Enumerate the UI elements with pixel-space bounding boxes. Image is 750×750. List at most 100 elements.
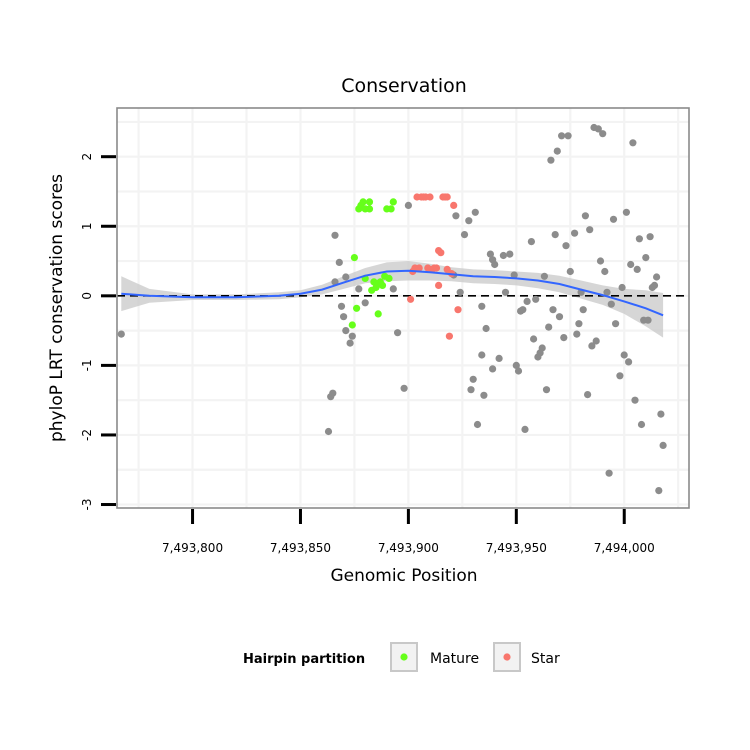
legend-key-mature <box>390 642 418 672</box>
y-tick-label: -3 <box>80 499 94 511</box>
data-point-other <box>329 389 337 397</box>
data-point-other <box>527 238 536 246</box>
series-other <box>117 123 667 495</box>
data-point-other <box>506 250 514 258</box>
data-point-other <box>607 300 615 308</box>
data-point-other <box>655 487 663 495</box>
y-tick-label: -2 <box>80 429 94 441</box>
data-point-other <box>627 260 635 269</box>
data-point-other <box>629 139 637 147</box>
data-point-other <box>469 375 477 383</box>
data-point-other <box>495 354 503 362</box>
y-axis-label: phyloP LRT conservation scores <box>47 174 67 442</box>
data-point-other <box>389 285 397 293</box>
data-point-other <box>331 278 339 286</box>
y-tick-label: 2 <box>80 153 94 161</box>
x-tick-label: 7,493,800 <box>162 541 223 555</box>
x-tick-label: 7,494,000 <box>594 541 655 555</box>
data-point-other <box>523 297 531 305</box>
chart-title: Conservation <box>341 75 467 97</box>
y-tick-label: -1 <box>80 359 94 371</box>
data-point-other <box>512 361 520 369</box>
y-tick-label: 0 <box>80 292 94 300</box>
data-point-mature <box>387 205 395 213</box>
data-point-other <box>542 386 551 394</box>
data-point-star <box>407 295 415 303</box>
data-point-other <box>404 201 412 209</box>
data-point-other <box>601 267 609 276</box>
data-point-other <box>588 342 596 350</box>
data-point-other <box>575 320 583 328</box>
data-point-other <box>471 208 479 216</box>
data-point-other <box>337 302 346 310</box>
data-point-other <box>335 258 343 266</box>
plot-panel <box>116 107 690 509</box>
data-point-other <box>499 251 507 260</box>
data-point-mature <box>350 254 358 262</box>
data-point-other <box>538 344 546 352</box>
data-point-other <box>605 469 613 477</box>
data-point-other <box>594 125 602 133</box>
data-point-other <box>394 329 402 337</box>
data-point-other <box>646 233 654 241</box>
data-point-other <box>620 351 628 359</box>
data-point-other <box>456 288 464 296</box>
data-point-other <box>637 420 646 429</box>
data-point-other <box>609 215 618 223</box>
data-point-star <box>435 281 443 289</box>
data-point-other <box>625 358 633 366</box>
data-point-other <box>486 250 494 258</box>
y-tick-label: 1 <box>80 222 94 230</box>
plot-panel-border <box>116 107 690 509</box>
data-point-other <box>635 235 644 243</box>
x-axis-label: Genomic Position <box>330 566 477 586</box>
data-point-other <box>560 334 568 342</box>
data-point-other <box>355 285 363 293</box>
data-point-mature <box>365 205 374 213</box>
data-point-star <box>415 264 423 272</box>
plot-panel-background <box>117 108 689 508</box>
data-point-other <box>491 260 499 269</box>
data-point-other <box>653 273 661 281</box>
legend: Hairpin partition Mature Star <box>243 642 560 672</box>
data-point-star <box>443 193 451 201</box>
data-point-other <box>603 288 611 296</box>
data-point-other <box>117 330 125 338</box>
y-axis: -3 -2 -1 0 1 2 <box>80 153 116 511</box>
x-axis: 7,493,800 7,493,850 7,493,900 7,493,950 7,49… <box>162 509 655 555</box>
data-point-mature <box>359 198 367 206</box>
data-points-layer <box>117 123 667 495</box>
data-point-other <box>612 320 620 328</box>
data-point-other <box>599 130 607 138</box>
data-point-other <box>361 299 369 307</box>
data-point-other <box>532 295 540 303</box>
data-point-other <box>478 302 486 310</box>
data-point-other <box>340 313 348 321</box>
data-point-other <box>342 273 350 281</box>
data-point-other <box>644 316 652 324</box>
legend-dot-star <box>503 653 511 661</box>
data-point-mature <box>378 281 387 289</box>
x-tick-label: 7,493,950 <box>486 541 547 555</box>
data-point-other <box>622 208 631 216</box>
data-point-star <box>426 193 434 201</box>
data-point-other <box>596 257 605 265</box>
data-point-other <box>540 272 549 280</box>
data-point-other <box>473 420 482 429</box>
series-star <box>407 193 462 340</box>
data-point-mature <box>353 304 361 312</box>
data-point-other <box>489 365 497 373</box>
data-point-other <box>478 351 486 359</box>
smooth-line-layer <box>121 269 664 317</box>
data-point-other <box>564 132 572 140</box>
data-point-other <box>579 306 587 314</box>
data-point-other <box>348 332 356 340</box>
data-point-other <box>555 313 564 321</box>
data-point-star <box>437 249 445 257</box>
data-point-other <box>650 281 659 289</box>
data-point-other <box>642 254 650 262</box>
data-point-other <box>545 323 553 331</box>
x-tick-label: 7,493,850 <box>270 541 331 555</box>
data-point-other <box>584 391 592 399</box>
